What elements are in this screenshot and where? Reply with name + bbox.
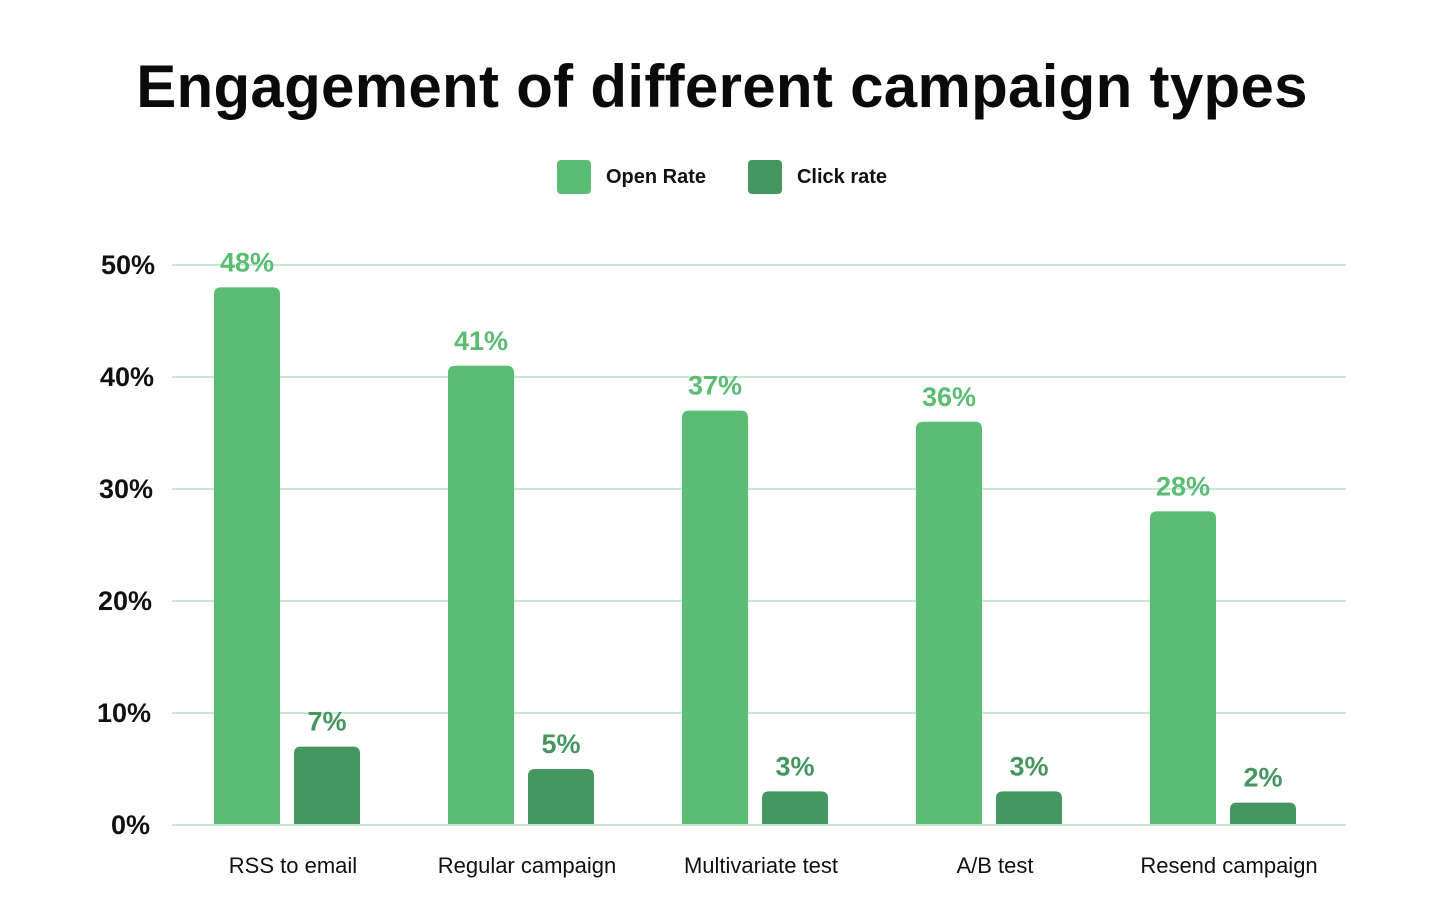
x-tick-label: RSS to email bbox=[229, 853, 357, 878]
y-tick-label: 50% bbox=[101, 250, 155, 280]
y-tick-label: 20% bbox=[98, 586, 152, 616]
data-label-click-rate: 3% bbox=[1009, 751, 1048, 781]
chart-title: Engagement of different campaign types bbox=[136, 53, 1308, 120]
x-tick-label: Multivariate test bbox=[684, 853, 838, 878]
data-label-open-rate: 48% bbox=[220, 247, 274, 277]
bar-open-rate bbox=[916, 421, 982, 825]
legend-swatch-open-rate bbox=[556, 160, 591, 194]
data-label-click-rate: 2% bbox=[1243, 763, 1282, 793]
legend-label-open-rate: Open Rate bbox=[605, 165, 706, 188]
y-tick-label: 30% bbox=[99, 474, 153, 504]
data-label-open-rate: 37% bbox=[688, 371, 742, 401]
data-label-click-rate: 7% bbox=[307, 707, 346, 737]
y-tick-label: 0% bbox=[111, 810, 150, 840]
data-label-open-rate: 41% bbox=[454, 326, 508, 356]
y-tick-label: 10% bbox=[97, 698, 151, 728]
bar-open-rate bbox=[1150, 511, 1216, 825]
x-tick-label: Regular campaign bbox=[438, 853, 617, 878]
data-label-click-rate: 3% bbox=[775, 751, 814, 781]
x-tick-label: A/B test bbox=[956, 853, 1033, 878]
y-tick-label: 40% bbox=[100, 362, 154, 392]
data-label-open-rate: 36% bbox=[922, 382, 976, 412]
bar-open-rate bbox=[682, 410, 748, 825]
bar-open-rate bbox=[448, 365, 514, 825]
legend-item-click-rate: Click rate bbox=[747, 160, 888, 194]
legend-label-click-rate: Click rate bbox=[796, 165, 888, 188]
bar-click-rate bbox=[528, 769, 594, 825]
legend-item-open-rate: Open Rate bbox=[556, 160, 706, 194]
data-label-open-rate: 28% bbox=[1156, 471, 1210, 501]
legend: Open Rate Click rate bbox=[0, 160, 1444, 194]
bar-click-rate bbox=[996, 791, 1062, 825]
bar-click-rate bbox=[1230, 802, 1296, 825]
bar-click-rate bbox=[294, 746, 360, 825]
x-tick-label: Resend campaign bbox=[1140, 853, 1317, 878]
bar-open-rate bbox=[214, 287, 280, 825]
legend-swatch-click-rate bbox=[747, 160, 782, 194]
bar-click-rate bbox=[762, 791, 828, 825]
data-label-click-rate: 5% bbox=[541, 729, 580, 759]
